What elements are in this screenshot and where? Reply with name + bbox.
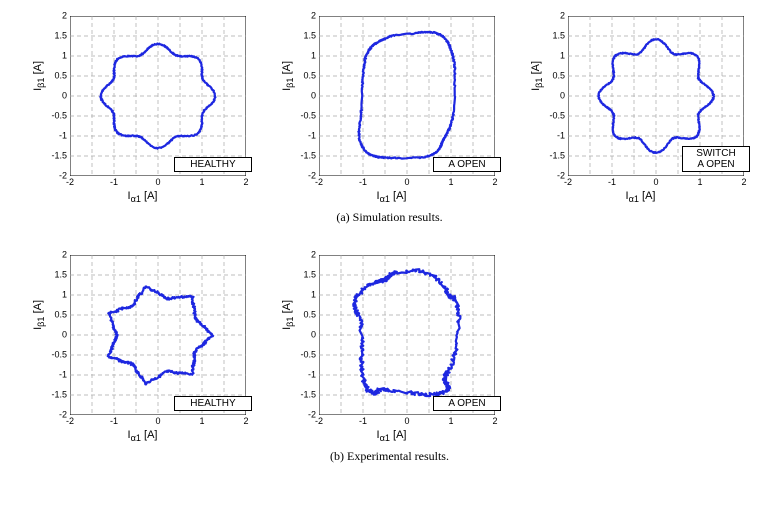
panel-sim-a-open: -2-1.5-1-0.500.511.52-2-1012Iβ1 [A]Iα1 [… [279,8,504,208]
xtick-label: 2 [236,178,256,187]
ytick-label: 2 [37,12,67,21]
xtick-label: -2 [558,178,578,187]
ytick-label: 0 [286,331,316,340]
xtick-label: -2 [60,417,80,426]
ytick-label: 0 [37,92,67,101]
ytick-label: 1.5 [37,271,67,280]
xtick-label: 0 [397,178,417,187]
x-axis-label: Iα1 [A] [30,190,255,204]
x-axis-label: Iα1 [A] [30,429,255,443]
ytick-label: -1 [286,132,316,141]
ytick-label: 1 [37,291,67,300]
ytick-label: 2 [535,12,565,21]
x-axis-label: Iα1 [A] [279,190,504,204]
plot-svg [319,16,495,176]
ytick-label: -0.5 [286,351,316,360]
plot-svg [70,255,246,415]
ytick-label: 0 [535,92,565,101]
xtick-label: 0 [148,178,168,187]
row-simulation: -2-1.5-1-0.500.511.52-2-1012Iβ1 [A]Iα1 [… [0,0,779,208]
xtick-label: 1 [690,178,710,187]
ytick-label: -1.5 [535,152,565,161]
ytick-label: -0.5 [37,112,67,121]
ytick-label: -1 [535,132,565,141]
ytick-label: -1.5 [37,152,67,161]
ytick-label: -1 [37,371,67,380]
caption-a: (a) Simulation results. [0,210,779,225]
ytick-label: 1.5 [535,32,565,41]
ytick-label: -1.5 [286,391,316,400]
xtick-label: 1 [192,417,212,426]
xtick-label: 0 [397,417,417,426]
ytick-label: -1 [286,371,316,380]
ytick-label: 2 [286,12,316,21]
ytick-label: -1.5 [286,152,316,161]
ytick-label: 0 [37,331,67,340]
xtick-label: -1 [104,178,124,187]
y-axis-label: Iβ1 [A] [32,300,46,330]
ytick-label: 1.5 [37,32,67,41]
ytick-label: 1 [535,52,565,61]
x-axis-label: Iα1 [A] [279,429,504,443]
plot-svg [319,255,495,415]
xtick-label: 2 [734,178,754,187]
xtick-label: 1 [192,178,212,187]
ytick-label: 2 [37,251,67,260]
x-axis-label: Iα1 [A] [528,190,753,204]
xtick-label: -2 [309,417,329,426]
xtick-label: 1 [441,417,461,426]
caption-b: (b) Experimental results. [0,449,779,464]
legend-box: HEALTHY [174,396,252,411]
ytick-label: 2 [286,251,316,260]
xtick-label: -1 [602,178,622,187]
ytick-label: 0 [286,92,316,101]
ytick-label: -0.5 [286,112,316,121]
xtick-label: 2 [236,417,256,426]
legend-box: A OPEN [433,396,501,411]
xtick-label: -1 [353,417,373,426]
ytick-label: 1.5 [286,32,316,41]
legend-box: HEALTHY [174,157,252,172]
xtick-label: -1 [353,178,373,187]
xtick-label: 2 [485,178,505,187]
xtick-label: -2 [309,178,329,187]
xtick-label: 1 [441,178,461,187]
xtick-label: 2 [485,417,505,426]
legend-box: SWITCHA OPEN [682,146,750,172]
panel-sim-healthy: -2-1.5-1-0.500.511.52-2-1012Iβ1 [A]Iα1 [… [30,8,255,208]
panel-exp-a-open: -2-1.5-1-0.500.511.52-2-1012Iβ1 [A]Iα1 [… [279,247,504,447]
ytick-label: 1 [37,52,67,61]
ytick-label: 1 [286,52,316,61]
row-experimental: -2-1.5-1-0.500.511.52-2-1012Iβ1 [A]Iα1 [… [0,225,779,447]
xtick-label: -1 [104,417,124,426]
y-axis-label: Iβ1 [A] [281,300,295,330]
ytick-label: -0.5 [37,351,67,360]
legend-box: A OPEN [433,157,501,172]
ytick-label: -1 [37,132,67,141]
ytick-label: -0.5 [535,112,565,121]
xtick-label: 0 [148,417,168,426]
y-axis-label: Iβ1 [A] [32,61,46,91]
panel-sim-switch-a-open: -2-1.5-1-0.500.511.52-2-1012Iβ1 [A]Iα1 [… [528,8,753,208]
y-axis-label: Iβ1 [A] [281,61,295,91]
ytick-label: 1.5 [286,271,316,280]
ytick-label: -1.5 [37,391,67,400]
y-axis-label: Iβ1 [A] [530,61,544,91]
xtick-label: -2 [60,178,80,187]
panel-exp-healthy: -2-1.5-1-0.500.511.52-2-1012Iβ1 [A]Iα1 [… [30,247,255,447]
plot-svg [70,16,246,176]
xtick-label: 0 [646,178,666,187]
ytick-label: 1 [286,291,316,300]
